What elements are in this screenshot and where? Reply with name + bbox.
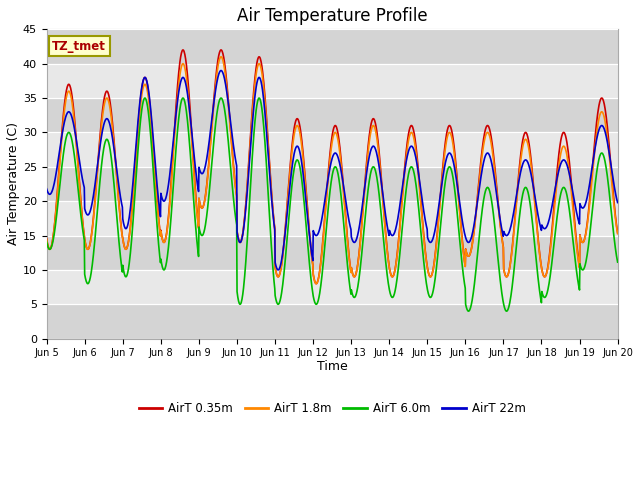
Bar (47, 201, 618, 236)
Bar (47, 29, 618, 64)
Text: TZ_tmet: TZ_tmet (52, 39, 106, 53)
Y-axis label: Air Temperature (C): Air Temperature (C) (7, 122, 20, 245)
Bar (47, 270, 618, 304)
Title: Air Temperature Profile: Air Temperature Profile (237, 7, 428, 25)
Bar (47, 98, 618, 132)
Bar (47, 236, 618, 270)
Bar (47, 167, 618, 201)
Bar (47, 304, 618, 339)
Bar (47, 64, 618, 98)
Legend: AirT 0.35m, AirT 1.8m, AirT 6.0m, AirT 22m: AirT 0.35m, AirT 1.8m, AirT 6.0m, AirT 2… (134, 397, 531, 420)
Bar (47, 132, 618, 167)
X-axis label: Time: Time (317, 360, 348, 373)
